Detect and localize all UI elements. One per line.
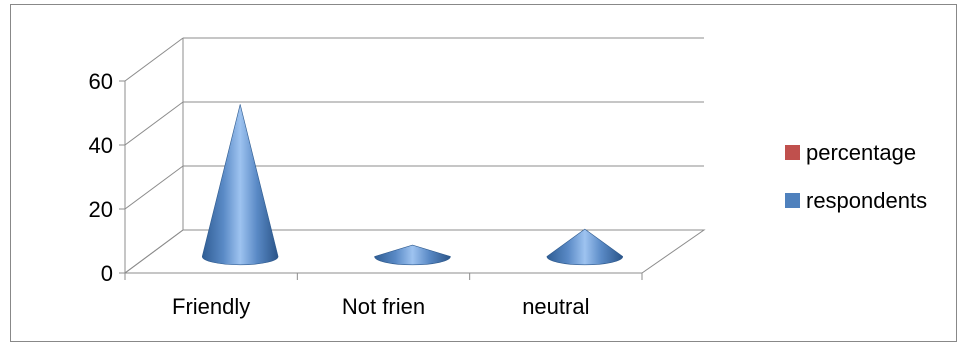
legend-swatch-percentage bbox=[785, 145, 800, 160]
x-category-label-1: Not frien bbox=[342, 294, 425, 319]
gridline-side-60 bbox=[124, 37, 184, 82]
y-tick-label-40: 40 bbox=[89, 133, 113, 158]
cone-body-1 bbox=[374, 244, 451, 266]
legend-swatch-respondents bbox=[785, 193, 800, 208]
y-tick-label-20: 20 bbox=[89, 197, 113, 222]
x-category-label-2: neutral bbox=[522, 294, 589, 319]
y-tick-label-0: 0 bbox=[101, 261, 113, 286]
gridline-side-40 bbox=[124, 101, 184, 146]
gridline-side-20 bbox=[124, 165, 184, 210]
legend: percentage respondents bbox=[785, 140, 927, 213]
y-tick-label-60: 60 bbox=[89, 69, 113, 94]
legend-label-percentage: percentage bbox=[806, 140, 916, 165]
cone-neutral bbox=[546, 228, 624, 266]
cone-body-0 bbox=[201, 104, 279, 266]
legend-label-respondents: respondents bbox=[806, 188, 927, 213]
cone-Not frien bbox=[374, 244, 451, 266]
chart-border bbox=[10, 4, 957, 342]
cone-body-2 bbox=[546, 228, 624, 266]
x-category-label-0: Friendly bbox=[172, 294, 250, 319]
cone-Friendly bbox=[201, 104, 279, 266]
